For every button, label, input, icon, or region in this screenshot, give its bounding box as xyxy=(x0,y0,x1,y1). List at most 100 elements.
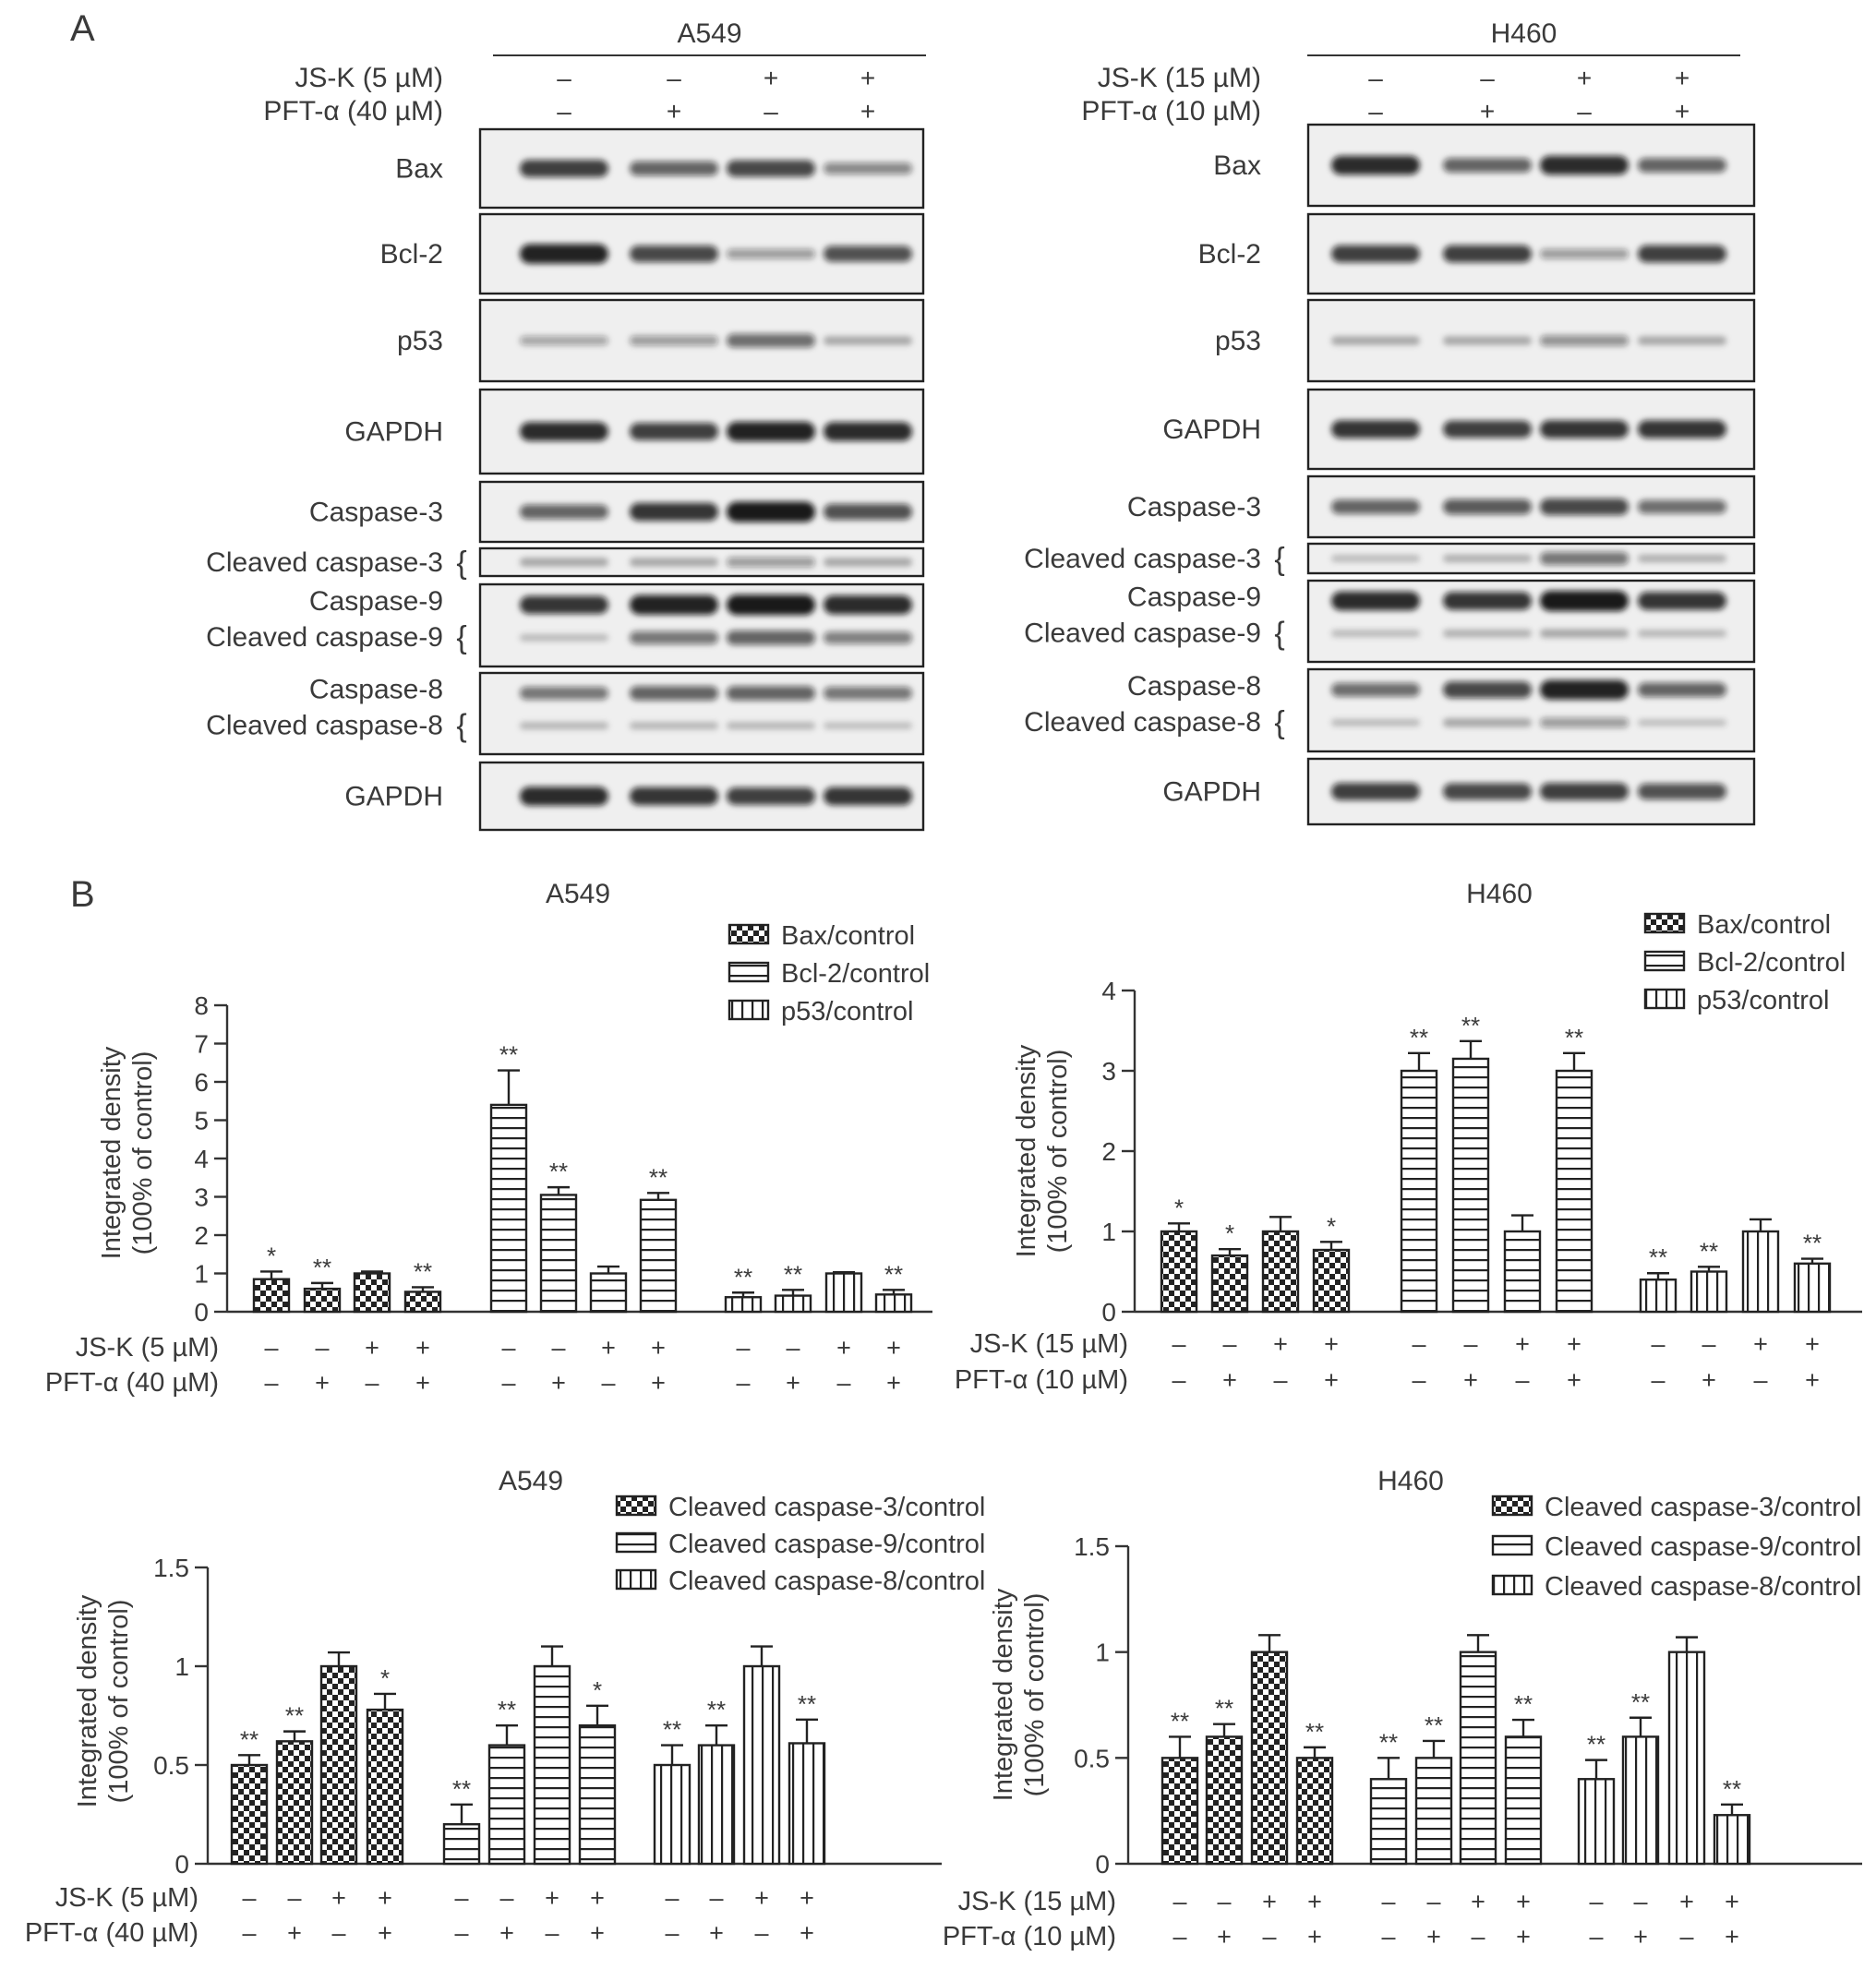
blot-band xyxy=(824,722,912,729)
treatment-sign: + xyxy=(1324,1330,1339,1358)
legend-label: Cleaved caspase-9/control xyxy=(1545,1532,1861,1562)
blot-treatment-label: PFT-α (40 µM) xyxy=(263,96,443,126)
bar xyxy=(1793,1262,1832,1314)
blot-bracket: { xyxy=(1274,542,1284,577)
treatment-sign: + xyxy=(1725,1923,1739,1951)
blot-treatment-sign: – xyxy=(1368,97,1383,126)
significance-mark: ** xyxy=(1723,1775,1741,1803)
significance-mark: ** xyxy=(1649,1243,1667,1271)
significance-mark: ** xyxy=(1425,1711,1443,1739)
chart-title: A549 xyxy=(546,879,610,909)
blot-row-label: Caspase-8 xyxy=(1127,671,1261,702)
y-tick-label: 0.5 xyxy=(153,1751,189,1780)
bar xyxy=(533,1664,571,1866)
blot-band xyxy=(630,630,718,644)
panel-label-a: A xyxy=(70,8,95,49)
bar xyxy=(319,1664,358,1866)
treatment-sign: + xyxy=(365,1334,379,1362)
blot-bracket: { xyxy=(1274,616,1284,651)
blot-row-label: Caspase-8 xyxy=(309,675,443,705)
bar xyxy=(874,1293,913,1314)
blot-band xyxy=(630,502,718,522)
blot-bracket: { xyxy=(456,546,466,581)
bar xyxy=(487,1744,526,1866)
blot-row: Caspase-8 Cleaved caspase-8 { xyxy=(206,671,925,756)
significance-mark: ** xyxy=(734,1263,752,1291)
blot-band xyxy=(1540,679,1629,700)
blot-cell-line-title: H460 xyxy=(1491,18,1557,49)
blot-band xyxy=(1638,245,1726,263)
legend-swatch xyxy=(1643,912,1686,934)
blot-band xyxy=(1540,335,1629,346)
blot-band xyxy=(520,634,608,642)
treatment-sign: – xyxy=(545,1919,559,1947)
blot-band xyxy=(630,161,718,176)
bar xyxy=(1451,1057,1490,1314)
blot-band xyxy=(520,558,608,567)
blot-treatment-sign: + xyxy=(667,97,681,126)
treatment-sign: + xyxy=(1567,1330,1581,1358)
blot-row-label: GAPDH xyxy=(344,782,443,812)
bar xyxy=(742,1664,781,1866)
treatment-label: JS-K (15 µM) xyxy=(970,1329,1128,1359)
blot-band xyxy=(1331,155,1420,175)
blot-treatment-sign: + xyxy=(1480,97,1495,126)
treatment-label: JS-K (5 µM) xyxy=(76,1333,219,1363)
blot-row: Caspase-3 xyxy=(1127,474,1756,539)
blot-band xyxy=(824,422,912,441)
y-axis-label-line: Integrated density xyxy=(97,1046,126,1259)
treatment-sign: + xyxy=(1702,1366,1716,1394)
blot-band xyxy=(1443,592,1532,610)
blot-band xyxy=(1331,555,1420,562)
blot-treatment-sign: + xyxy=(860,64,875,92)
blot-treatment-sign: – xyxy=(1368,64,1383,92)
blot-band xyxy=(824,595,912,615)
blot-row-label: Bax xyxy=(395,154,443,185)
treatment-sign: + xyxy=(1567,1366,1581,1394)
blot-treatment-sign: + xyxy=(764,64,778,92)
legend-label: Bcl-2/control xyxy=(1697,948,1846,978)
significance-mark: ** xyxy=(1565,1024,1583,1051)
blot-band xyxy=(520,595,608,615)
blot-band xyxy=(727,248,815,259)
treatment-sign: – xyxy=(1262,1923,1276,1951)
blot-treatment-sign: – xyxy=(667,64,681,92)
blot-row-label: Caspase-9 xyxy=(309,586,443,617)
treatment-sign: – xyxy=(736,1369,750,1397)
blot-row-label: Caspase-3 xyxy=(309,498,443,528)
significance-mark: ** xyxy=(313,1254,331,1281)
bar xyxy=(403,1291,442,1314)
blot-row-label: Cleaved caspase-9 xyxy=(206,622,443,653)
blot-row: p53 xyxy=(1215,298,1756,383)
blot-band xyxy=(1443,245,1532,263)
blot-band xyxy=(727,160,815,177)
blot-band xyxy=(1540,498,1629,515)
significance-mark: ** xyxy=(884,1260,903,1288)
treatment-sign: – xyxy=(454,1919,468,1947)
blot-band xyxy=(727,722,815,730)
treatment-sign: – xyxy=(1426,1888,1440,1915)
treatment-sign: – xyxy=(1381,1888,1395,1915)
bar xyxy=(1621,1735,1660,1866)
treatment-sign: – xyxy=(1412,1366,1425,1394)
bar xyxy=(1713,1814,1751,1866)
legend-label: Bax/control xyxy=(1697,910,1831,940)
treatment-sign: + xyxy=(1805,1330,1820,1358)
y-tick-label: 5 xyxy=(194,1107,209,1135)
blot-row: GAPDH xyxy=(344,388,925,475)
panel-label-b: B xyxy=(70,874,95,915)
blot-row-label: Caspase-3 xyxy=(1127,492,1261,522)
legend-swatch xyxy=(1491,1495,1533,1517)
blot-band xyxy=(630,786,718,806)
treatment-sign: – xyxy=(754,1919,768,1947)
y-axis-label-line: (100% of control) xyxy=(1020,1593,1050,1797)
treatment-sign: + xyxy=(1324,1366,1339,1394)
blot-band xyxy=(630,686,718,701)
blot-row: Caspase-8 Cleaved caspase-8 { xyxy=(1024,667,1756,753)
blot-band xyxy=(630,423,718,440)
y-tick-label: 1.5 xyxy=(153,1554,189,1582)
blot-band xyxy=(727,686,815,701)
blot-row-label: Cleaved caspase-9 xyxy=(1024,618,1261,648)
blot-row: GAPDH xyxy=(1162,757,1756,826)
blot-band xyxy=(1638,158,1726,173)
